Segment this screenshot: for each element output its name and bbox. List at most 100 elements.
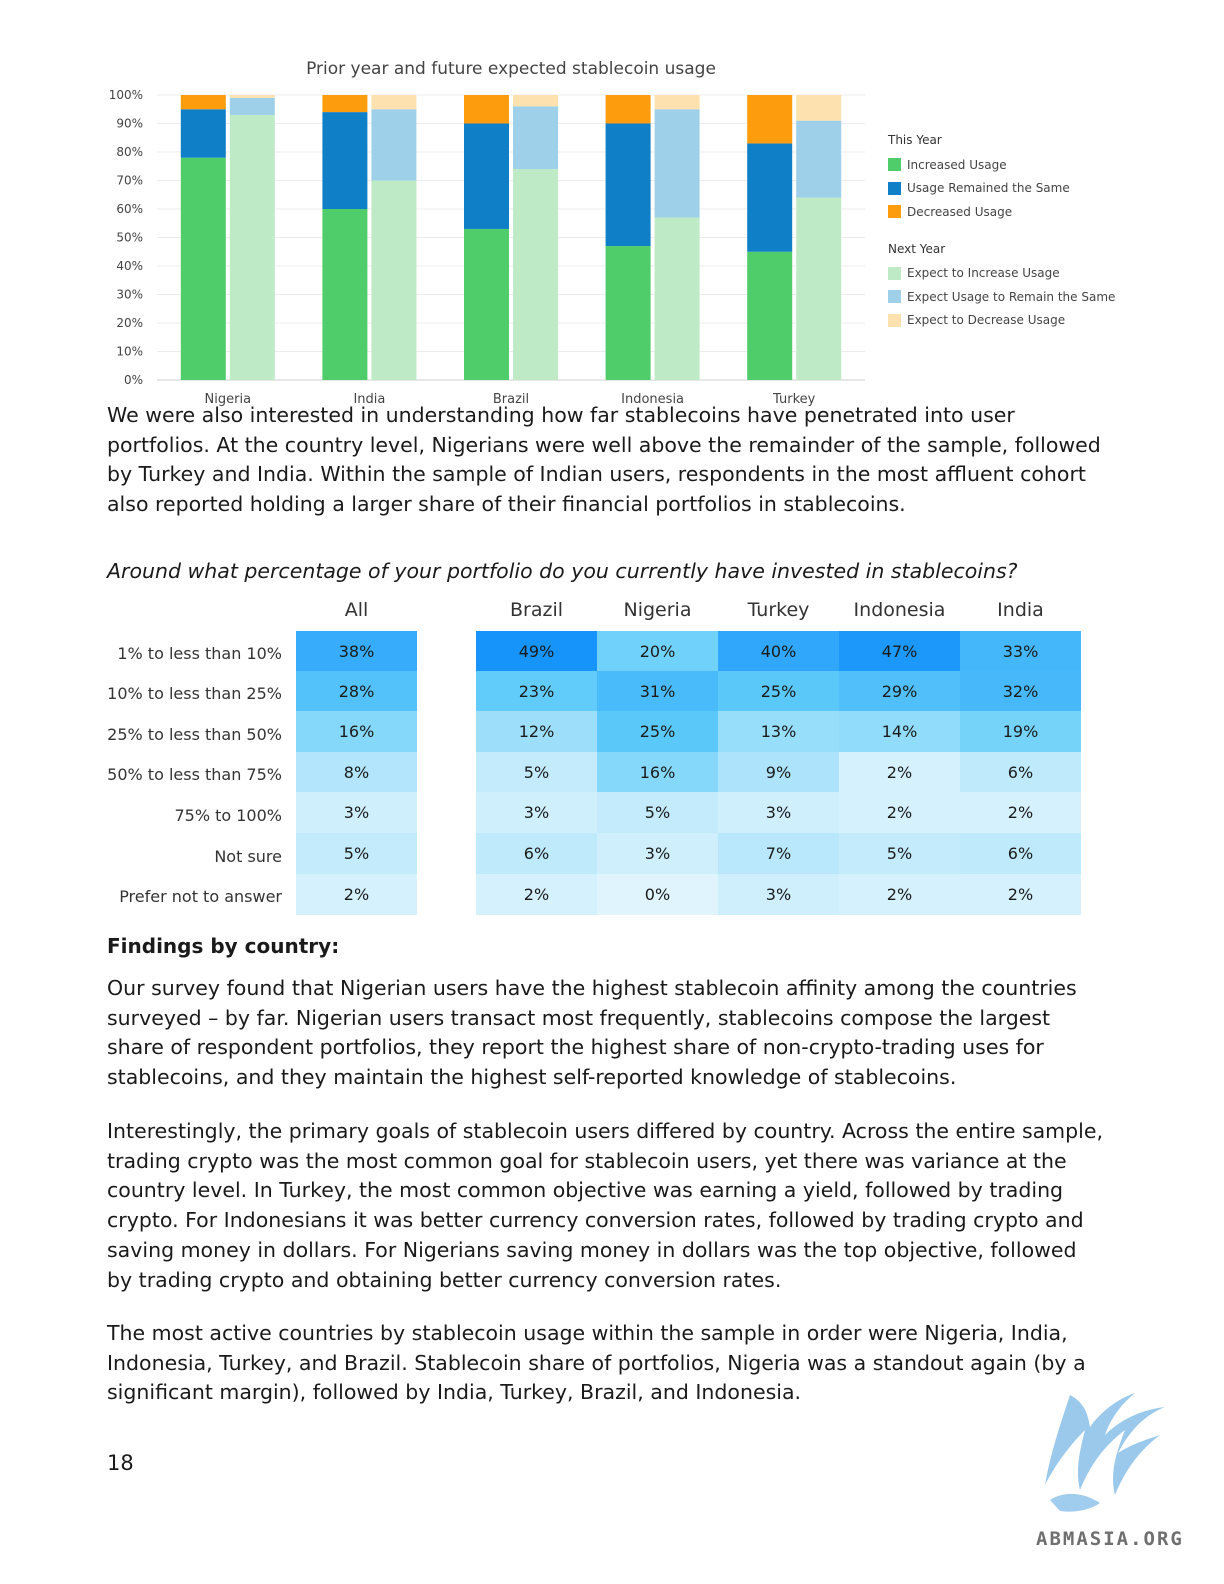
- y-tick-label: 100%: [109, 88, 143, 102]
- y-tick-label: 30%: [116, 288, 143, 302]
- legend-label: Usage Remained the Same: [907, 181, 1070, 196]
- y-tick-label: 0%: [124, 373, 143, 387]
- x-tick-label: India: [353, 392, 385, 407]
- heatmap-cell: 16%: [296, 711, 417, 752]
- bar-segment: [747, 95, 793, 144]
- heatmap-column-header: Nigeria: [623, 599, 692, 621]
- heatmap-cell: 16%: [597, 752, 718, 793]
- findings-paragraph-1: Our survey found that Nigerian users hav…: [107, 976, 1077, 1090]
- legend-label: Expect to Increase Usage: [907, 266, 1060, 281]
- heatmap-cell: 5%: [597, 792, 718, 833]
- page-number: 18: [107, 1451, 134, 1475]
- bar-segment: [229, 97, 275, 115]
- heatmap-cell: 2%: [839, 792, 960, 833]
- legend-swatch: [888, 158, 901, 172]
- bar-segment: [747, 143, 793, 252]
- heatmap-row-label: 50% to less than 75%: [107, 765, 282, 784]
- legend-swatch: [888, 266, 901, 280]
- heatmap-cell: 9%: [718, 752, 839, 793]
- y-tick-label: 80%: [116, 145, 143, 159]
- y-tick-label: 70%: [116, 174, 143, 188]
- bar-segment: [229, 95, 275, 98]
- heatmap-cell: 0%: [597, 874, 718, 915]
- heatmap-row-label: 25% to less than 50%: [107, 725, 282, 744]
- heatmap-cell: 3%: [597, 833, 718, 874]
- bar-segment: [371, 95, 417, 110]
- chart-bars: [180, 95, 842, 380]
- y-tick-label: 40%: [116, 259, 143, 273]
- heatmap-cell: 25%: [597, 711, 718, 752]
- heatmap-cell: 6%: [960, 833, 1081, 874]
- heatmap-row-label: 75% to 100%: [174, 806, 282, 825]
- heatmap-column-header: Indonesia: [853, 599, 946, 621]
- x-tick-label: Indonesia: [621, 392, 684, 407]
- bar-segment: [605, 123, 651, 247]
- heatmap-cell: 32%: [960, 671, 1081, 712]
- heatmap-cell: 49%: [476, 631, 597, 672]
- legend-item: Expect to Decrease Usage: [888, 309, 1115, 333]
- x-tick-label: Nigeria: [205, 392, 252, 407]
- legend-group-title: This Year: [888, 133, 942, 147]
- legend-item: Decreased Usage: [888, 200, 1115, 224]
- heatmap-cell: 8%: [296, 752, 417, 793]
- heatmap-cell: 19%: [960, 711, 1081, 752]
- y-tick-label: 10%: [116, 345, 143, 359]
- heatmap-cell: 14%: [839, 711, 960, 752]
- legend-item: Expect Usage to Remain the Same: [888, 285, 1115, 309]
- heatmap-cell: 25%: [718, 671, 839, 712]
- legend-group-next-year: Next Year Expect to Increase Usage Expec…: [888, 242, 1115, 333]
- bar-segment: [322, 95, 368, 113]
- heatmap-cell: 2%: [839, 752, 960, 793]
- bar-segment: [654, 109, 700, 218]
- heatmap-cell: 3%: [718, 792, 839, 833]
- heatmap-cell: 2%: [296, 874, 417, 915]
- heatmap-cell: 40%: [718, 631, 839, 672]
- heatmap-column-header: Brazil: [509, 599, 564, 621]
- heatmap-cell: 29%: [839, 671, 960, 712]
- bar-segment: [796, 95, 842, 121]
- heatmap-cell: 7%: [718, 833, 839, 874]
- heatmap-column-header: India: [997, 599, 1044, 621]
- findings-heading: Findings by country:: [107, 934, 340, 958]
- y-tick-label: 50%: [116, 231, 143, 245]
- bar-segment: [654, 217, 700, 380]
- watermark-text: ABMASIA.ORG: [1036, 1528, 1184, 1550]
- bar-segment: [180, 157, 226, 380]
- stacked-bar-chart: Prior year and future expected stablecoi…: [109, 59, 865, 407]
- bar-segment: [464, 228, 509, 380]
- legend-item: Increased Usage: [888, 153, 1115, 177]
- findings-paragraph-3: The most active countries by stablecoin …: [107, 1321, 1086, 1405]
- legend-item: Usage Remained the Same: [888, 177, 1115, 201]
- legend-group-title: Next Year: [888, 241, 946, 256]
- bar-segment: [180, 109, 226, 158]
- heatmap-cell: 33%: [960, 631, 1081, 672]
- legend-label: Expect Usage to Remain the Same: [907, 289, 1116, 304]
- bar-segment: [229, 114, 275, 380]
- heatmap-cell: 5%: [296, 833, 417, 874]
- chart-title: Prior year and future expected stablecoi…: [306, 59, 716, 79]
- chart-gridlines: [157, 94, 865, 381]
- heatmap-cell: 12%: [476, 711, 597, 752]
- legend-group-this-year: This Year Increased Usage Usage Remained…: [888, 133, 1115, 224]
- legend-swatch: [888, 290, 901, 304]
- heatmap-cell: 3%: [718, 874, 839, 915]
- heatmap-cell: 2%: [960, 792, 1081, 833]
- heatmap-cell: 47%: [839, 631, 960, 672]
- heatmap-cell: 2%: [960, 874, 1081, 915]
- griffin-watermark-icon: [1045, 1393, 1165, 1512]
- x-tick-label: Turkey: [772, 392, 816, 407]
- bar-segment: [464, 95, 509, 124]
- heatmap-row-label: 1% to less than 10%: [117, 644, 282, 663]
- intro-paragraph: We were also interested in understanding…: [107, 403, 1101, 517]
- chart-y-axis: 100% 90% 80% 70% 60% 50% 40% 30% 20% 10% 0%: [109, 88, 143, 387]
- heatmap-cell: 5%: [476, 752, 597, 793]
- legend-swatch: [888, 205, 901, 219]
- x-tick-label: Brazil: [493, 392, 529, 407]
- bar-segment: [513, 169, 558, 380]
- chart-x-axis: Nigeria India Brazil Indonesia Turkey: [205, 392, 816, 407]
- bar-segment: [513, 106, 558, 170]
- heatmap-cell: 6%: [476, 833, 597, 874]
- bar-segment: [464, 123, 509, 229]
- heatmap-cell: 38%: [296, 631, 417, 672]
- heatmap-cell: 5%: [839, 833, 960, 874]
